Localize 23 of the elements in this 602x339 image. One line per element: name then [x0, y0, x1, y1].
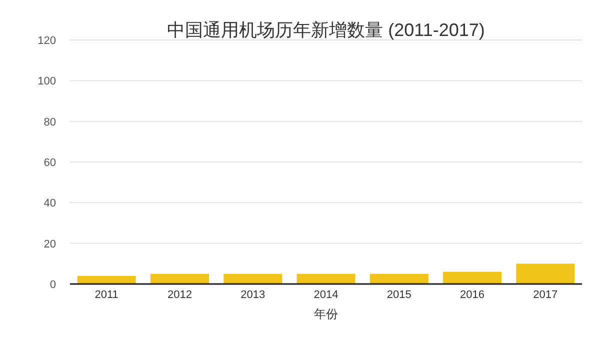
chart-title: 中国通用机场历年新增数量 (2011-2017) [167, 20, 485, 40]
bar [150, 274, 209, 284]
x-tick-label: 2014 [314, 289, 338, 301]
x-tick-label: 2013 [240, 289, 266, 301]
x-tick-label: 2011 [94, 289, 118, 301]
x-tick-label: 2016 [460, 289, 485, 301]
bar [443, 272, 502, 284]
bar [77, 276, 136, 284]
y-tick-label: 20 [44, 238, 56, 250]
x-tick-label: 2015 [386, 289, 412, 301]
y-tick-label: 60 [44, 157, 56, 169]
x-tick-label: 2012 [167, 289, 192, 301]
y-tick-label: 80 [44, 116, 56, 128]
y-tick-label: 40 [44, 198, 56, 210]
x-axis-title: 年份 [314, 307, 338, 321]
bar [370, 274, 428, 284]
x-tick-label: 2017 [533, 289, 558, 301]
bar [224, 274, 282, 284]
bar [296, 274, 356, 284]
y-tick-label: 0 [50, 279, 56, 291]
y-tick-label: 100 [38, 76, 56, 88]
bar [516, 264, 575, 284]
y-tick-label: 120 [38, 35, 56, 47]
